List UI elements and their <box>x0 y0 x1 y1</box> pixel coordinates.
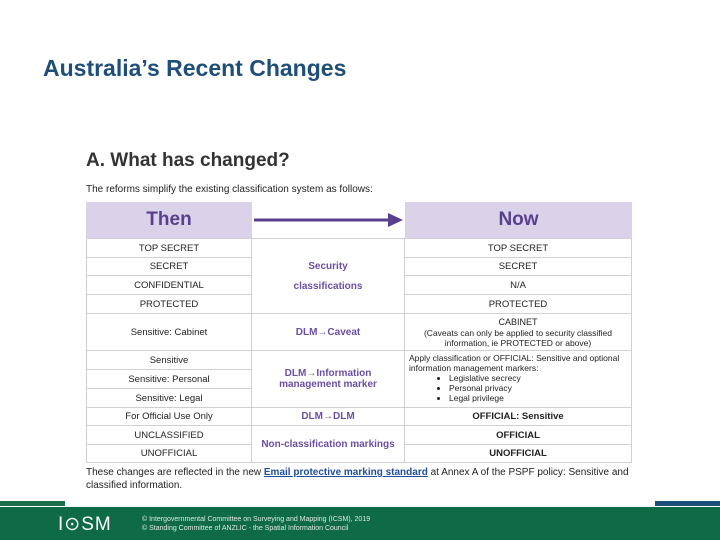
document-heading: A. What has changed? <box>86 150 290 171</box>
middle-label: management marker <box>279 379 377 390</box>
now-cabinet-cell: CABINET (Caveats can only be applied to … <box>405 313 632 350</box>
footer-accent-left <box>0 501 65 506</box>
security-classifications-cell: Security classifications <box>252 238 405 313</box>
now-apply-text: Apply classification or OFFICIAL: Sensit… <box>409 353 620 373</box>
then-cell: Sensitive: Cabinet <box>86 313 252 350</box>
footer-text: at Annex A of the PSPF policy: Sensitive… <box>86 467 629 491</box>
middle-label: DLM→Information <box>284 368 372 379</box>
arrow-right-icon <box>254 213 403 227</box>
list-item: Legislative secrecy <box>449 373 627 383</box>
now-cell: UNOFFICIAL <box>405 444 632 463</box>
then-cell: UNOFFICIAL <box>86 444 252 463</box>
footer-bar: I⊙SM © Intergovernmental Committee on Su… <box>0 507 720 540</box>
then-cell: SECRET <box>86 257 252 275</box>
now-cabinet-label: CABINET <box>498 316 538 327</box>
now-cell: SECRET <box>405 257 632 275</box>
middle-label: classifications <box>293 280 363 292</box>
list-item: Personal privacy <box>449 383 627 393</box>
footer-accent-right <box>655 501 720 506</box>
footer-text: These changes are reflected in the new <box>86 467 264 478</box>
now-header: Now <box>405 202 632 238</box>
now-cell: N/A <box>405 275 632 294</box>
then-cell: Sensitive <box>86 350 252 369</box>
then-cell: UNCLASSIFIED <box>86 425 252 444</box>
then-cell: Sensitive: Personal <box>86 369 252 388</box>
now-cell: OFFICIAL: Sensitive <box>405 407 632 425</box>
caveat-cell: DLM→Caveat <box>252 313 405 350</box>
slide-title: Australia’s Recent Changes <box>43 55 347 81</box>
now-cell: PROTECTED <box>405 294 632 313</box>
document-intro: The reforms simplify the existing classi… <box>86 184 373 195</box>
information-marker-cell: DLM→Information management marker <box>252 350 405 407</box>
now-cell: TOP SECRET <box>405 238 632 257</box>
copyright-line: © Intergovernmental Committee on Surveyi… <box>142 516 371 523</box>
now-markers-cell: Apply classification or OFFICIAL: Sensit… <box>405 350 632 407</box>
copyright-line: © Standing Committee of ANZLIC - the Spa… <box>142 525 349 532</box>
then-cell: CONFIDENTIAL <box>86 275 252 294</box>
now-cabinet-note: (Caveats can only be applied to security… <box>423 327 613 348</box>
non-classification-cell: Non-classification markings <box>252 425 405 463</box>
then-cell: TOP SECRET <box>86 238 252 257</box>
then-cell: Sensitive: Legal <box>86 388 252 407</box>
email-standard-link[interactable]: Email protective marking standard <box>263 467 428 478</box>
dlm-cell: DLM→DLM <box>252 407 405 425</box>
then-cell: For Official Use Only <box>86 407 252 425</box>
now-cell: OFFICIAL <box>405 425 632 444</box>
icsm-logo: I⊙SM <box>58 514 112 535</box>
copyright-text: © Intergovernmental Committee on Surveyi… <box>142 515 370 533</box>
document-footer-text: These changes are reflected in the new E… <box>86 466 632 492</box>
then-header: Then <box>86 202 252 238</box>
list-item: Legal privilege <box>449 393 627 403</box>
middle-label: Security <box>308 260 348 272</box>
then-cell: PROTECTED <box>86 294 252 313</box>
markers-list: Legislative secrecy Personal privacy Leg… <box>409 373 627 403</box>
